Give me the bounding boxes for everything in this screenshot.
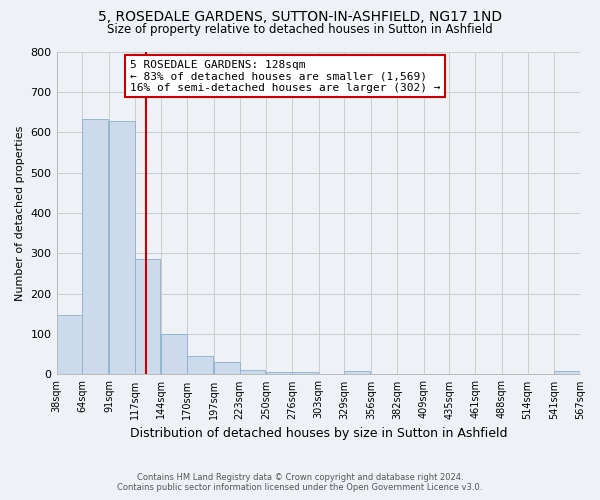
Bar	[344, 371, 370, 374]
Text: 5 ROSEDALE GARDENS: 128sqm
← 83% of detached houses are smaller (1,569)
16% of s: 5 ROSEDALE GARDENS: 128sqm ← 83% of deta…	[130, 60, 440, 93]
Bar	[187, 356, 213, 374]
Bar	[109, 121, 135, 374]
Text: Size of property relative to detached houses in Sutton in Ashfield: Size of property relative to detached ho…	[107, 22, 493, 36]
Bar	[554, 371, 580, 374]
Bar	[135, 258, 160, 374]
Bar	[239, 370, 265, 374]
Text: 5, ROSEDALE GARDENS, SUTTON-IN-ASHFIELD, NG17 1ND: 5, ROSEDALE GARDENS, SUTTON-IN-ASHFIELD,…	[98, 10, 502, 24]
Text: Contains HM Land Registry data © Crown copyright and database right 2024.
Contai: Contains HM Land Registry data © Crown c…	[118, 473, 482, 492]
Bar	[292, 372, 318, 374]
Bar	[56, 314, 82, 374]
Y-axis label: Number of detached properties: Number of detached properties	[15, 126, 25, 300]
X-axis label: Distribution of detached houses by size in Sutton in Ashfield: Distribution of detached houses by size …	[130, 427, 507, 440]
Bar	[266, 372, 292, 374]
Bar	[82, 118, 108, 374]
Bar	[214, 362, 239, 374]
Bar	[161, 334, 187, 374]
